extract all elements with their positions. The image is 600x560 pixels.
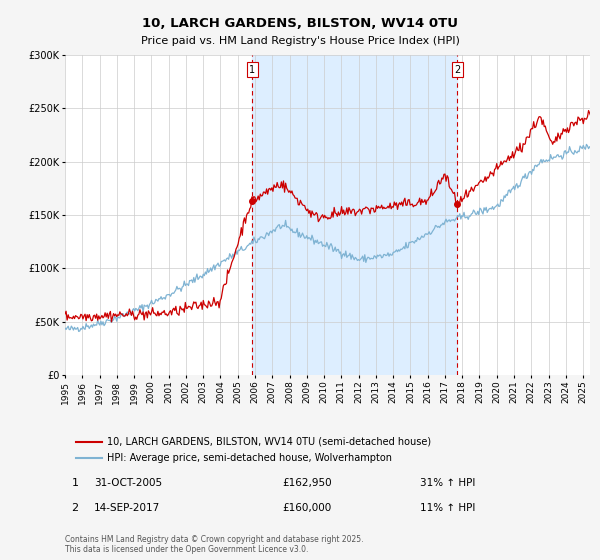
Text: £162,950: £162,950 <box>282 478 332 488</box>
Text: 11% ↑ HPI: 11% ↑ HPI <box>420 503 475 513</box>
Text: 10, LARCH GARDENS, BILSTON, WV14 0TU (semi-detached house): 10, LARCH GARDENS, BILSTON, WV14 0TU (se… <box>107 437 431 447</box>
Text: 1: 1 <box>249 64 255 74</box>
Text: 10, LARCH GARDENS, BILSTON, WV14 0TU: 10, LARCH GARDENS, BILSTON, WV14 0TU <box>142 17 458 30</box>
Bar <box>252 55 457 375</box>
Text: HPI: Average price, semi-detached house, Wolverhampton: HPI: Average price, semi-detached house,… <box>107 453 392 463</box>
Text: £160,000: £160,000 <box>282 503 331 513</box>
Text: 2: 2 <box>71 503 79 513</box>
Text: 2: 2 <box>454 64 460 74</box>
Text: 14-SEP-2017: 14-SEP-2017 <box>94 503 160 513</box>
Text: 31-OCT-2005: 31-OCT-2005 <box>94 478 162 488</box>
Text: Price paid vs. HM Land Registry's House Price Index (HPI): Price paid vs. HM Land Registry's House … <box>140 36 460 46</box>
Text: Contains HM Land Registry data © Crown copyright and database right 2025.
This d: Contains HM Land Registry data © Crown c… <box>65 535 364 554</box>
Text: 1: 1 <box>71 478 79 488</box>
Text: 31% ↑ HPI: 31% ↑ HPI <box>420 478 475 488</box>
